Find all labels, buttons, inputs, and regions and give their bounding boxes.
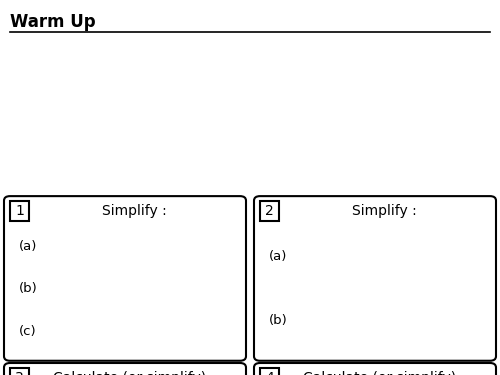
Text: (b): (b) xyxy=(19,282,38,295)
FancyBboxPatch shape xyxy=(254,196,496,361)
Text: (b): (b) xyxy=(269,314,287,327)
Text: (a): (a) xyxy=(269,251,287,263)
Bar xyxy=(260,201,279,221)
Text: 2: 2 xyxy=(265,204,274,218)
Bar xyxy=(10,368,29,375)
Text: Calculate (or simplify) :: Calculate (or simplify) : xyxy=(54,371,216,375)
Bar xyxy=(10,201,29,221)
Text: (c): (c) xyxy=(19,325,36,338)
Bar xyxy=(260,368,279,375)
Text: 3: 3 xyxy=(15,371,24,375)
Text: Warm Up: Warm Up xyxy=(10,13,96,31)
Text: Simplify :: Simplify : xyxy=(102,204,167,218)
FancyBboxPatch shape xyxy=(4,363,246,375)
Text: 1: 1 xyxy=(15,204,24,218)
FancyBboxPatch shape xyxy=(254,363,496,375)
Text: Calculate (or simplify) :: Calculate (or simplify) : xyxy=(304,371,466,375)
Text: Simplify :: Simplify : xyxy=(352,204,417,218)
FancyBboxPatch shape xyxy=(4,196,246,361)
Text: 4: 4 xyxy=(265,371,274,375)
Text: (a): (a) xyxy=(19,240,38,253)
